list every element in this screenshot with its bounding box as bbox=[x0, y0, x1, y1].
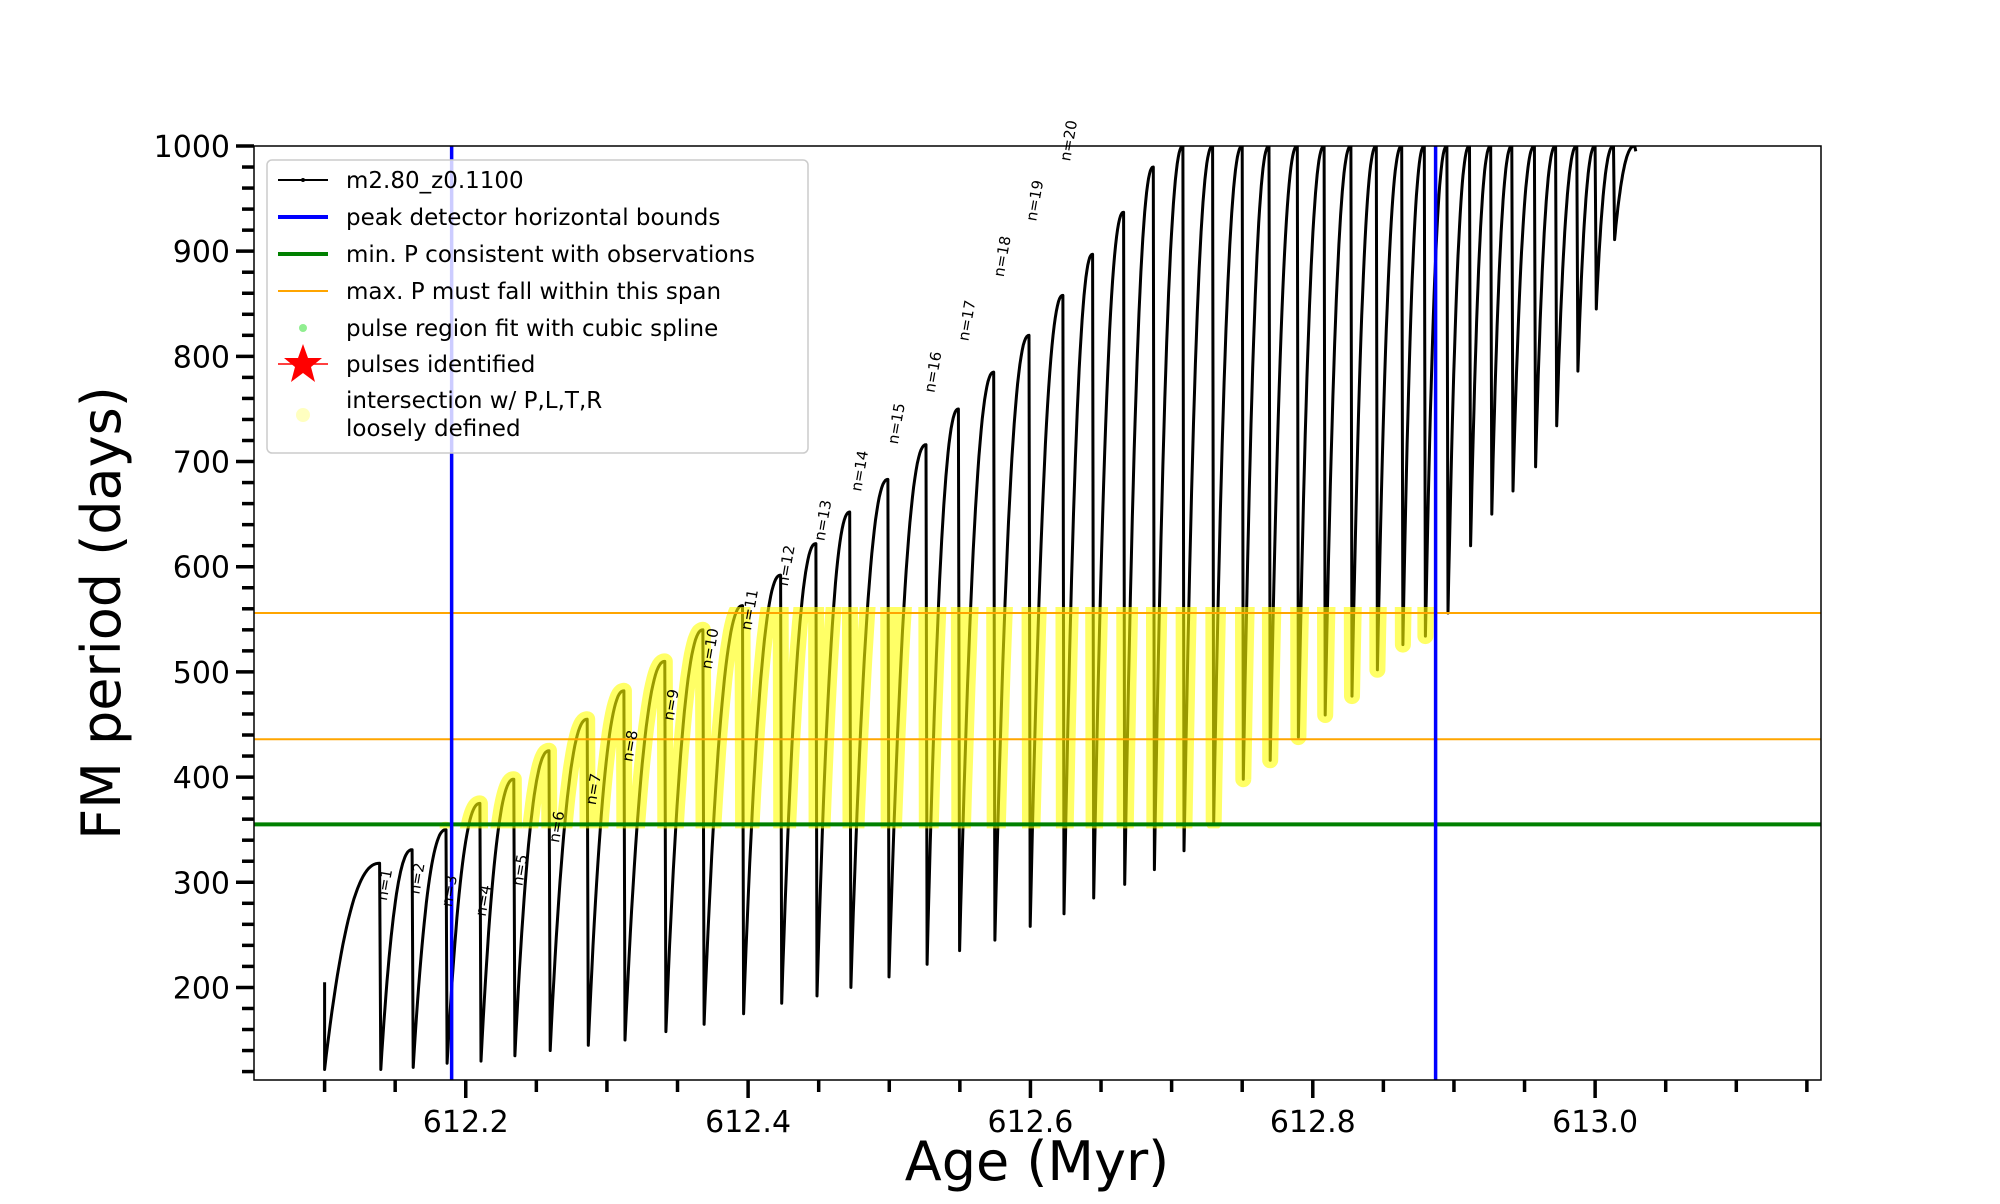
pulse-number-label: n=6 bbox=[545, 810, 568, 844]
y-axis-label: FM period (days) bbox=[70, 386, 133, 840]
y-tick-label: 500 bbox=[173, 656, 230, 691]
pulse-number-label: n=1 bbox=[373, 868, 396, 902]
legend-label: max. P must fall within this span bbox=[346, 279, 721, 305]
legend-label: pulse region fit with cubic spline bbox=[346, 316, 718, 342]
pulse-number-label: n=12 bbox=[774, 544, 799, 588]
pulse-number-label: n=3 bbox=[438, 874, 461, 908]
legend-star-icon bbox=[284, 344, 322, 382]
legend-label: intersection w/ P,L,T,R bbox=[346, 388, 602, 414]
series-layer bbox=[323, 146, 1638, 1071]
y-tick-label: 700 bbox=[173, 446, 230, 481]
pulse-number-label: n=5 bbox=[508, 853, 531, 887]
series-line-model bbox=[323, 146, 1638, 1071]
pulse-number-label: n=8 bbox=[619, 729, 642, 763]
y-tick-label: 900 bbox=[173, 235, 230, 270]
y-tick-label: 1000 bbox=[154, 130, 230, 165]
pulse-number-label: n=9 bbox=[660, 688, 683, 722]
plot-frame bbox=[253, 145, 1822, 1081]
x-tick-label: 612.6 bbox=[987, 1105, 1073, 1140]
x-tick-label: 612.4 bbox=[705, 1105, 791, 1140]
y-tick-label: 800 bbox=[173, 340, 230, 375]
pulse-number-label: n=17 bbox=[955, 299, 980, 343]
x-tick-label: 613.0 bbox=[1552, 1105, 1638, 1140]
legend-marker-model bbox=[301, 178, 305, 182]
legend-label: pulses identified bbox=[346, 352, 535, 378]
legend-label: m2.80_z0.1100 bbox=[346, 168, 524, 194]
legend-dot-yellow bbox=[296, 408, 310, 422]
pulse-number-label: n=13 bbox=[811, 499, 836, 543]
pulse-number-label: n=2 bbox=[405, 861, 428, 895]
y-tick-label: 200 bbox=[173, 971, 230, 1006]
pulse-number-label: n=4 bbox=[472, 883, 495, 917]
x-axis: 612.2 612.4 612.6 612.8 613.0 bbox=[322, 1080, 1809, 1140]
pulse-number-label: n=16 bbox=[921, 350, 946, 394]
legend-label: peak detector horizontal bounds bbox=[346, 205, 720, 231]
pulse-number-label: n=20 bbox=[1056, 119, 1081, 163]
y-axis: 200 300 400 500 600 700 800 900 1000 bbox=[154, 130, 254, 1074]
pulse-number-label: n=18 bbox=[990, 235, 1015, 279]
legend-label: loosely defined bbox=[346, 416, 521, 442]
legend-dot-green bbox=[299, 324, 307, 332]
legend: m2.80_z0.1100 peak detector horizontal b… bbox=[266, 159, 809, 454]
x-tick-label: 612.8 bbox=[1270, 1105, 1356, 1140]
x-tick-label: 612.2 bbox=[423, 1105, 509, 1140]
pulse-number-label: n=15 bbox=[884, 402, 909, 446]
legend-frame bbox=[266, 159, 809, 454]
x-axis-label: Age (Myr) bbox=[905, 1130, 1170, 1193]
pulse-number-label: n=19 bbox=[1022, 179, 1047, 223]
pulse-number-label: n=14 bbox=[847, 449, 872, 493]
y-tick-label: 400 bbox=[173, 761, 230, 796]
y-tick-label: 600 bbox=[173, 551, 230, 586]
y-tick-label: 300 bbox=[173, 866, 230, 901]
pulse-number-label: n=7 bbox=[582, 772, 605, 806]
legend-label: min. P consistent with observations bbox=[346, 242, 755, 268]
